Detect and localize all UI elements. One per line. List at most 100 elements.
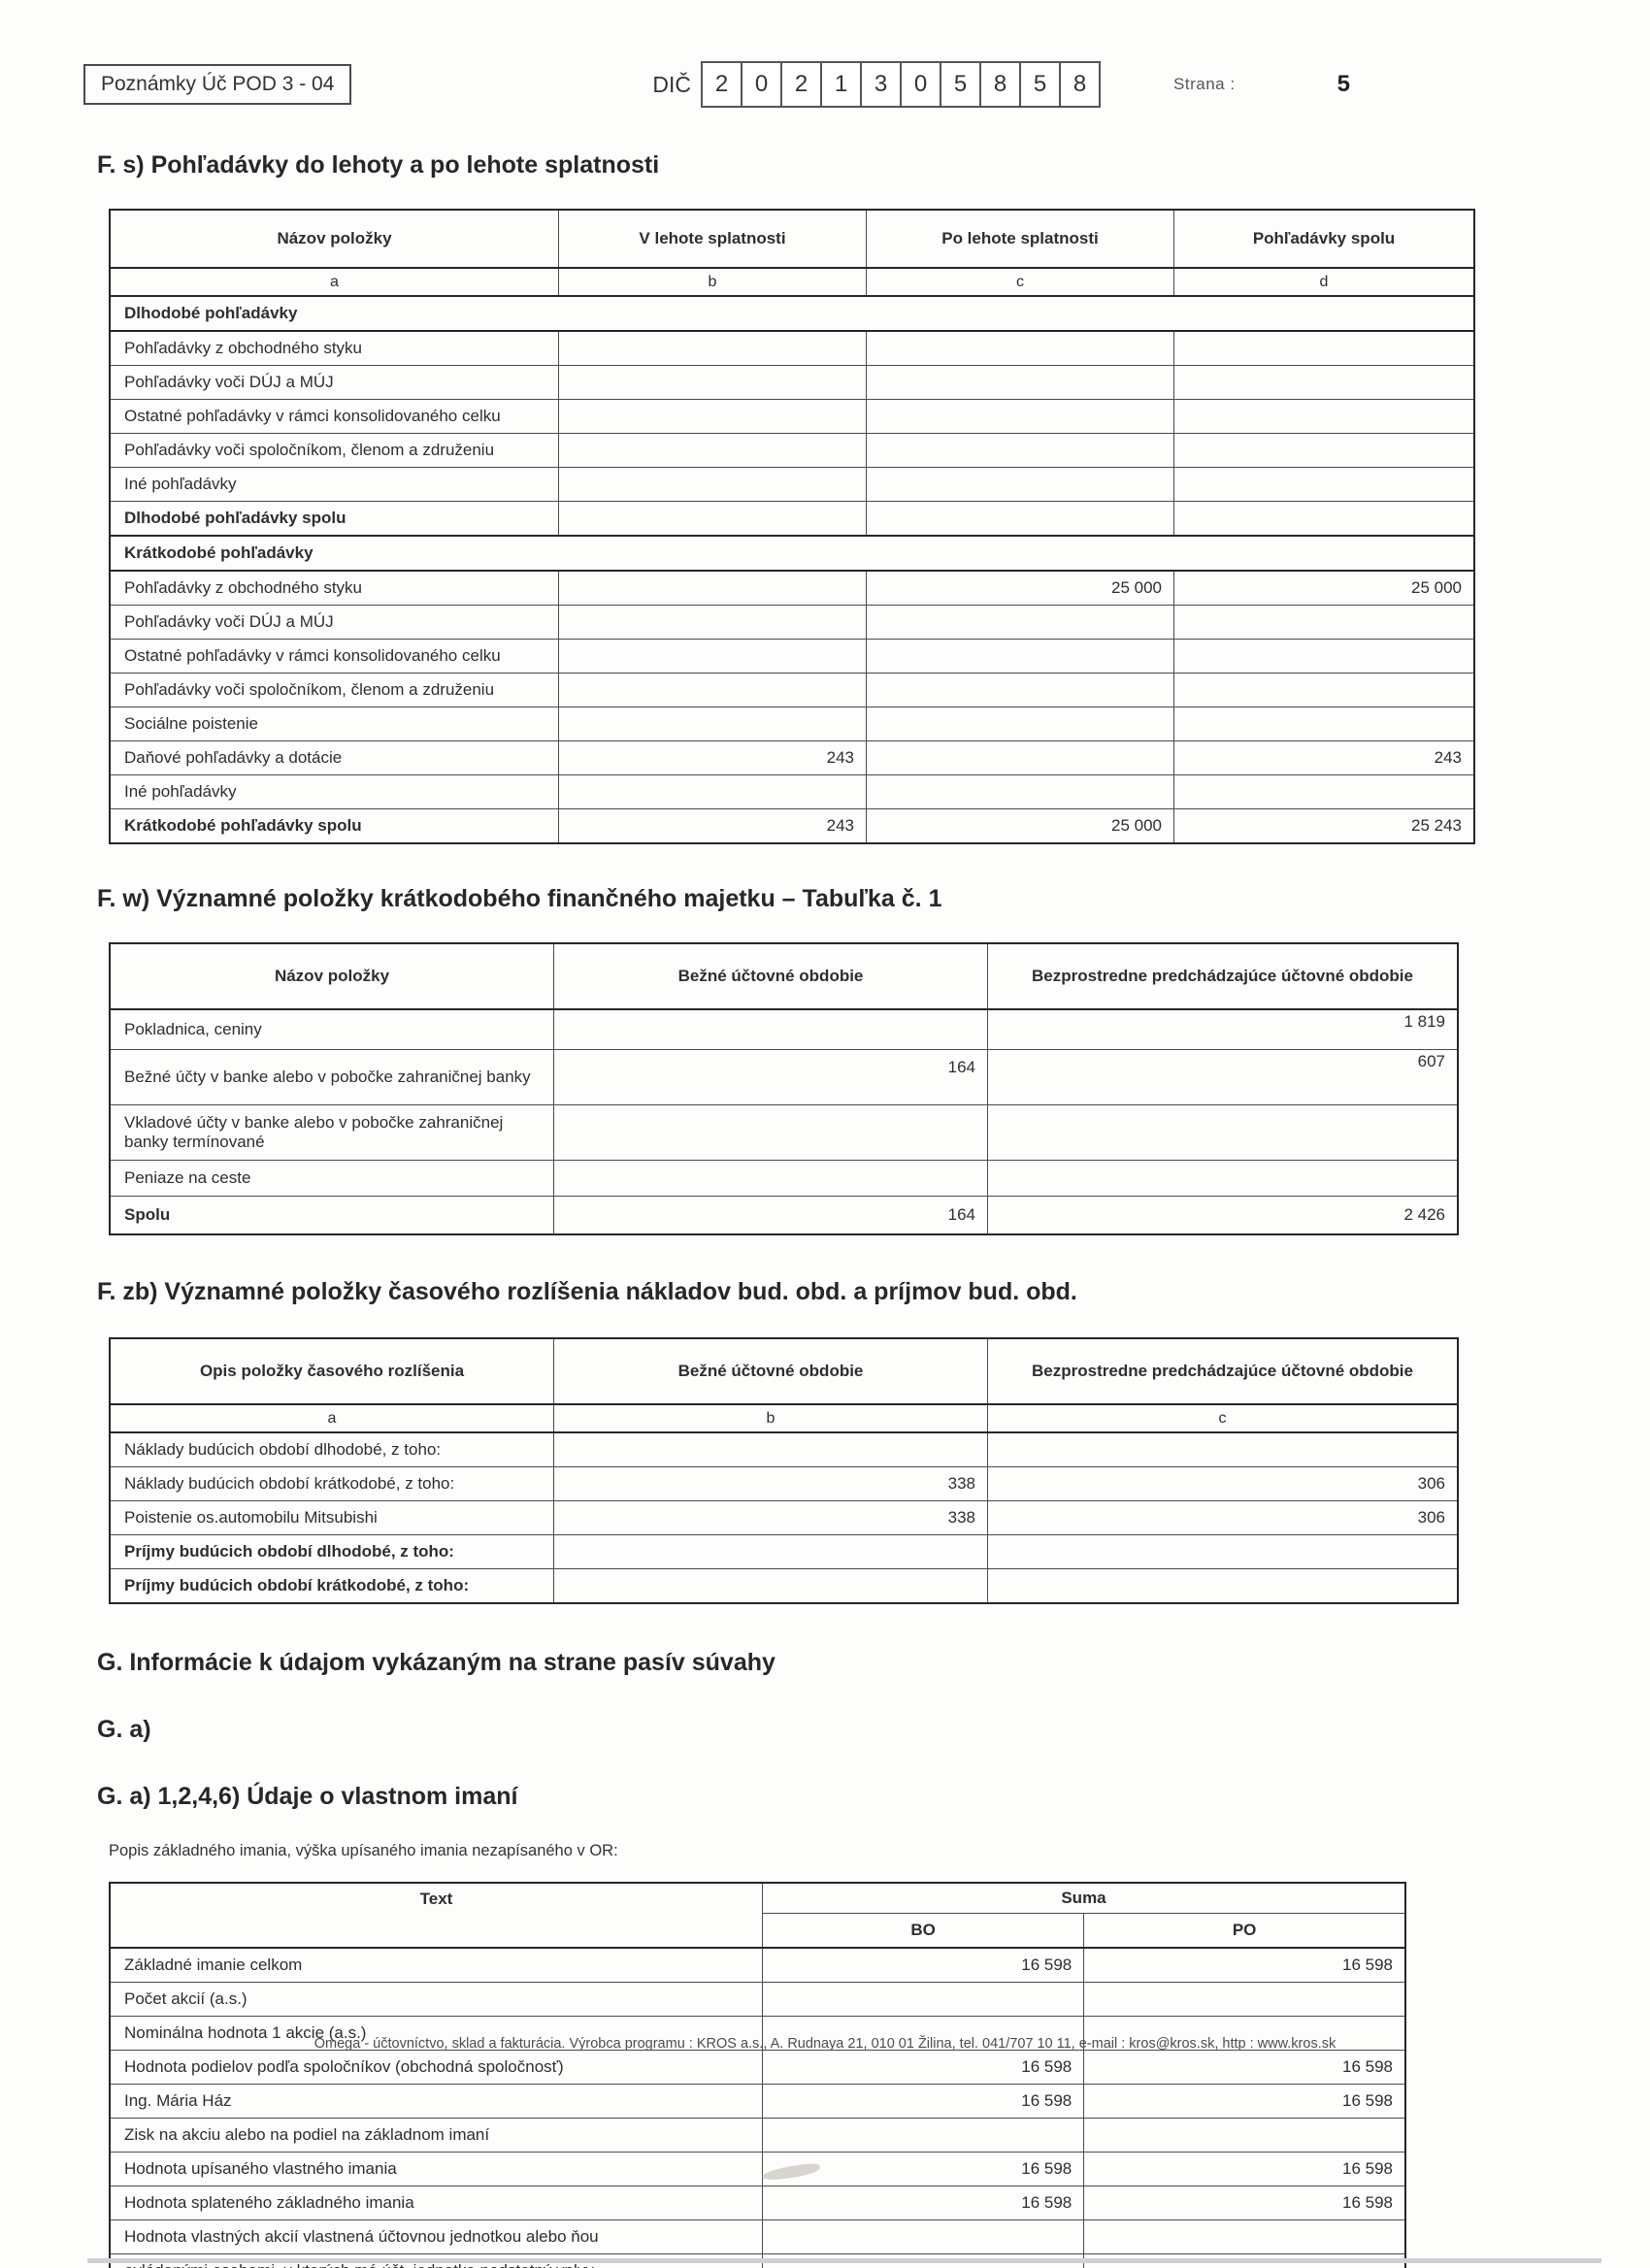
cell-value: 243 (558, 808, 867, 844)
cell-value (1173, 467, 1475, 502)
financial-assets-table: Názov položky Bežné účtovné obdobie Bezp… (109, 942, 1459, 1235)
equity-table: Text Suma BO PO Základné imanie celkom 16… (109, 1882, 1406, 2268)
cell-value (761, 2118, 1085, 2153)
cell-value: 16 598 (1083, 2050, 1406, 2085)
cell-value (1173, 399, 1475, 434)
row-label: Daňové pohľadávky a dotácie (109, 740, 559, 775)
cell-value (761, 1982, 1085, 2017)
cell-value (558, 399, 867, 434)
row-label: Hodnota upísaného vlastného imania (109, 2152, 763, 2186)
cell-value (1083, 1982, 1406, 2017)
cell-value (553, 1008, 988, 1050)
table-row: Sociálne poistenie (109, 707, 1475, 741)
table-row: Ostatné pohľadávky v rámci konsolidované… (109, 399, 1475, 434)
cell-value: 25 000 (1173, 570, 1475, 606)
section-g-title: G. Informácie k údajom vykázaným na stra… (97, 1649, 776, 1676)
table-row: Iné pohľadávky (109, 467, 1475, 502)
col-header: BO (761, 1913, 1085, 1949)
cell-value (987, 1534, 1459, 1569)
table-header-row: Text Suma (109, 1882, 1406, 1949)
row-label: Sociálne poistenie (109, 707, 559, 741)
cell-value: 243 (1173, 740, 1475, 775)
section-fs-title: F. s) Pohľadávky do lehoty a po lehote s… (97, 151, 660, 179)
cell-value: 1 819 (987, 1008, 1459, 1050)
row-label: Ostatné pohľadávky v rámci konsolidované… (109, 639, 559, 674)
cell-value: 243 (558, 740, 867, 775)
cell-value (987, 1568, 1459, 1604)
cell-value (866, 467, 1174, 502)
row-label: Krátkodobé pohľadávky spolu (109, 808, 559, 844)
cell-value (553, 1568, 988, 1604)
cell-value: 16 598 (761, 1947, 1085, 1983)
table-row: Pohľadávky z obchodného styku (109, 330, 1475, 366)
cell-value: 16 598 (1083, 2152, 1406, 2186)
row-label: Pohľadávky voči DÚJ a MÚJ (109, 605, 559, 640)
cell-value (553, 1534, 988, 1569)
table-row: Vkladové účty v banke alebo v pobočke za… (109, 1104, 1459, 1161)
table-row: Počet akcií (a.s.) (109, 1982, 1406, 2017)
table-row: Bežné účty v banke alebo v pobočke zahra… (109, 1049, 1459, 1105)
cell-value (558, 570, 867, 606)
cell-value (1173, 673, 1475, 707)
cell-value (1173, 707, 1475, 741)
dic-digit-box: 2 (782, 61, 823, 108)
cell-value: 16 598 (1083, 1947, 1406, 1983)
cell-value: 25 243 (1173, 808, 1475, 844)
table-row: Príjmy budúcich období dlhodobé, z toho: (109, 1534, 1459, 1569)
cell-value: 16 598 (761, 2084, 1085, 2119)
cell-value (553, 1160, 988, 1197)
row-label: Hodnota splateného základného imania (109, 2186, 763, 2220)
cell-value: 16 598 (1083, 2084, 1406, 2119)
cell-value (866, 605, 1174, 640)
row-label: Pohľadávky z obchodného styku (109, 570, 559, 606)
cell-value: 16 598 (1083, 2186, 1406, 2220)
cell-value (866, 501, 1174, 537)
dic-digit-box: 2 (701, 61, 743, 108)
cell-value (558, 467, 867, 502)
col-letter: c (987, 1403, 1459, 1433)
table-row: Dlhodobé pohľadávky (109, 295, 1475, 332)
col-header: Text (109, 1882, 763, 1949)
cell-value (866, 774, 1174, 809)
cell-value (866, 330, 1174, 366)
row-label: Dlhodobé pohľadávky (109, 295, 1475, 332)
cell-value (866, 707, 1174, 741)
table-row: Príjmy budúcich období krátkodobé, z toh… (109, 1568, 1459, 1604)
table-row: Nominálna hodnota 1 akcie (a.s.) (109, 2016, 1406, 2051)
section-ga1246-title: G. a) 1,2,4,6) Údaje o vlastnom imaní (97, 1783, 518, 1810)
table-subheader-row: BO PO (110, 1913, 1406, 1949)
col-header: PO (1083, 1913, 1406, 1949)
table-row: Peniaze na ceste (109, 1160, 1459, 1197)
table-row: Pohľadávky voči DÚJ a MÚJ (109, 365, 1475, 400)
table-row: Poistenie os.automobilu Mitsubishi 338 306 (109, 1500, 1459, 1535)
form-code-box: Poznámky Úč POD 3 - 04 (83, 64, 352, 105)
dic-digit-box: 3 (862, 61, 903, 108)
row-label: Zisk na akciu alebo na podiel na základn… (109, 2118, 763, 2153)
row-label: Vkladové účty v banke alebo v pobočke za… (109, 1104, 554, 1161)
table-row: Pokladnica, ceniny 1 819 (109, 1008, 1459, 1050)
col-letter: c (866, 267, 1174, 297)
cell-value (866, 399, 1174, 434)
table-letter-row: a b c (109, 1403, 1459, 1433)
receivables-table: Názov položky V lehote splatnosti Po leh… (109, 209, 1475, 844)
row-label: Pohľadávky voči spoločníkom, členom a zd… (109, 433, 559, 468)
row-label: Dlhodobé pohľadávky spolu (109, 501, 559, 537)
cell-value (987, 1104, 1459, 1161)
table-row: Hodnota upísaného vlastného imania 16 598… (109, 2152, 1406, 2186)
col-letter: a (109, 1403, 554, 1433)
table-letter-row: a b c d (109, 267, 1475, 297)
row-label: Príjmy budúcich období dlhodobé, z toho: (109, 1534, 554, 1569)
table-row: Krátkodobé pohľadávky (109, 535, 1475, 572)
software-footer: Omega - účtovníctvo, sklad a fakturácia.… (314, 2036, 1336, 2052)
table-row: Náklady budúcich období dlhodobé, z toho… (109, 1431, 1459, 1467)
cell-value: 306 (987, 1500, 1459, 1535)
cell-value (1173, 774, 1475, 809)
cell-value: 2 426 (987, 1196, 1459, 1235)
accruals-table: Opis položky časového rozlíšenia Bežné ú… (109, 1337, 1459, 1604)
cell-value (1173, 365, 1475, 400)
row-label: Krátkodobé pohľadávky (109, 535, 1475, 572)
cell-value: 164 (553, 1196, 988, 1235)
col-letter: b (553, 1403, 988, 1433)
cell-value (558, 365, 867, 400)
